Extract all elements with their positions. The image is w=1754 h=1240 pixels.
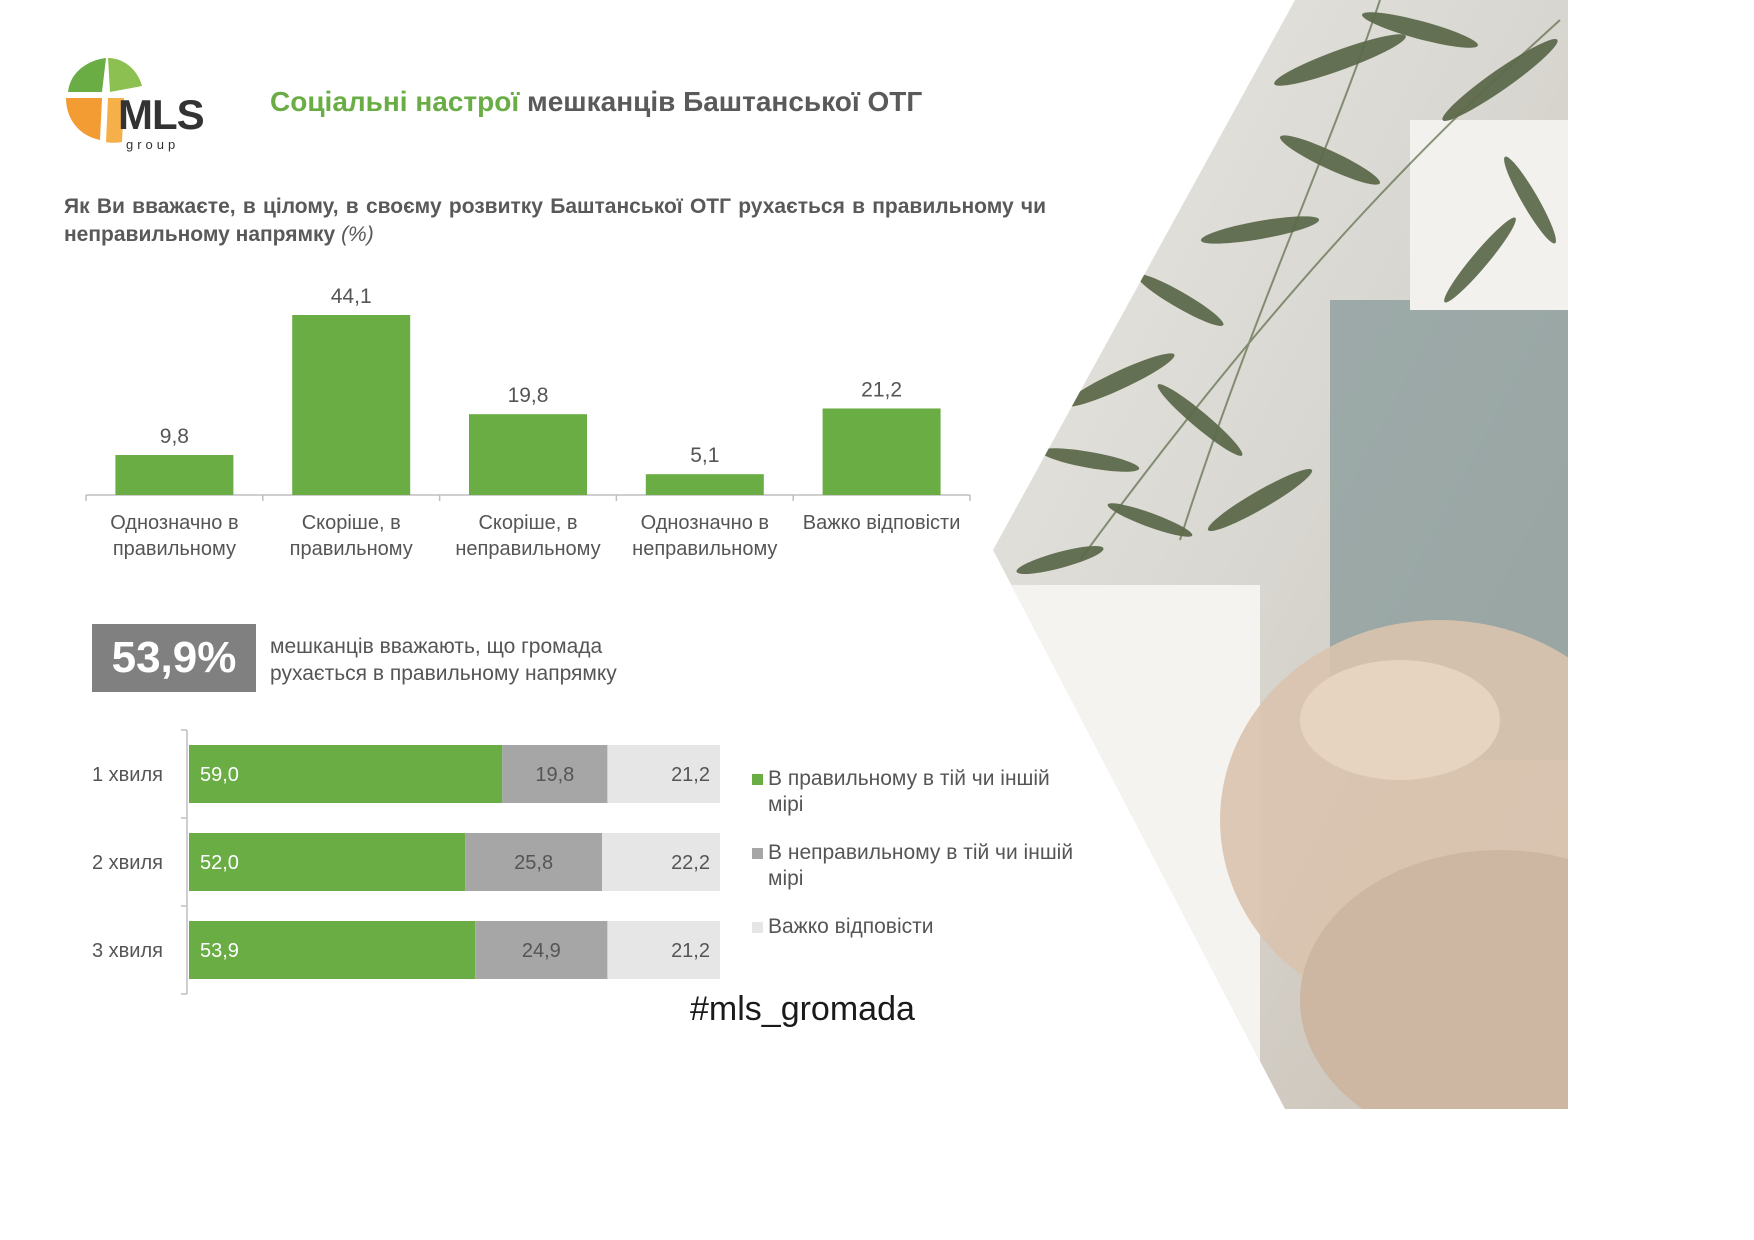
question-unit: (%): [341, 223, 374, 246]
bar-segment: [189, 921, 476, 979]
data-label: 21,2: [861, 378, 902, 401]
stacked-bar-chart: 1 хвиля 59,0 19,8 21,2 2 хвиля 52,0 25,8 22,2 3 …: [92, 729, 720, 995]
title-rest: мешканців Баштанської ОТГ: [527, 86, 923, 117]
logo-mark-icon: [66, 58, 142, 143]
data-label: 21,2: [671, 940, 710, 962]
category-label: 3 хвиля: [92, 940, 163, 962]
legend-swatch-green: [752, 774, 763, 785]
data-label: 19,8: [508, 384, 549, 407]
category-label: неправильному: [455, 538, 600, 560]
bar: [645, 474, 764, 495]
bar-segment: [189, 833, 466, 891]
category-label: неправильному: [632, 538, 777, 560]
category-label: Однозначно в: [641, 512, 769, 534]
legend-label: Важко відповісти: [768, 915, 934, 938]
bar-segment: [602, 833, 720, 891]
summary-text: мешканців вважають, що громада рухається…: [270, 635, 617, 685]
legend-swatch-gray: [752, 848, 763, 859]
category-label: правильному: [290, 538, 413, 560]
category-label: 1 хвиля: [92, 764, 163, 786]
bar-segment: [502, 745, 608, 803]
category-label: правильному: [113, 538, 236, 560]
data-label: 53,9: [200, 940, 239, 962]
bar: [469, 414, 587, 495]
data-label: 24,9: [522, 940, 561, 962]
bar-chart: 9,8 Однозначно в правильному 44,1 Скоріше, в…: [85, 285, 971, 560]
data-label: 52,0: [200, 852, 239, 874]
data-label: 22,2: [671, 852, 710, 874]
bar-segment: [607, 745, 720, 803]
bar: [822, 408, 941, 495]
data-label: 59,0: [200, 764, 239, 786]
category-label: 2 хвиля: [92, 852, 163, 874]
bar: [115, 455, 234, 495]
legend: В правильному в тій чи іншій мірі В непр…: [752, 766, 1082, 962]
logo-name: MLS: [118, 91, 205, 138]
bar-segment: [607, 921, 720, 979]
bar-segment: [475, 921, 608, 979]
background-photo: [993, 0, 1568, 1109]
logo: [58, 52, 208, 152]
legend-label: В неправильному в тій чи іншій мірі: [768, 841, 1074, 890]
data-label: 21,2: [671, 764, 710, 786]
data-label: 5,1: [690, 444, 719, 467]
category-label: Важко відповісти: [803, 512, 961, 534]
bar: [292, 315, 411, 495]
legend-item-hard: Важко відповісти: [752, 914, 1082, 940]
data-label: 19,8: [535, 764, 574, 786]
bar-segment: [465, 833, 603, 891]
category-label: Однозначно в: [110, 512, 238, 534]
legend-label: В правильному в тій чи іншій мірі: [768, 767, 1050, 816]
chart-question: Як Ви вважаєте, в цілому, в своєму розви…: [64, 193, 1046, 249]
category-label: Скоріше, в: [478, 512, 577, 534]
data-label: 25,8: [514, 852, 553, 874]
summary-value: 53,9%: [92, 624, 256, 692]
page-title: Соціальні настрої мешканців Баштанської …: [270, 86, 922, 118]
legend-swatch-light: [752, 922, 763, 933]
hashtag: #mls_gromada: [690, 990, 915, 1028]
category-label: Скоріше, в: [302, 512, 401, 534]
data-label: 44,1: [331, 285, 372, 308]
legend-item-wrong: В неправильному в тій чи іншій мірі: [752, 840, 1082, 892]
question-text: Як Ви вважаєте, в цілому, в своєму розви…: [64, 195, 1046, 246]
logo-sub: group: [126, 137, 180, 152]
title-highlight: Соціальні настрої: [270, 86, 520, 117]
bar-segment: [189, 745, 503, 803]
legend-item-right: В правильному в тій чи іншій мірі: [752, 766, 1082, 818]
data-label: 9,8: [160, 425, 189, 448]
